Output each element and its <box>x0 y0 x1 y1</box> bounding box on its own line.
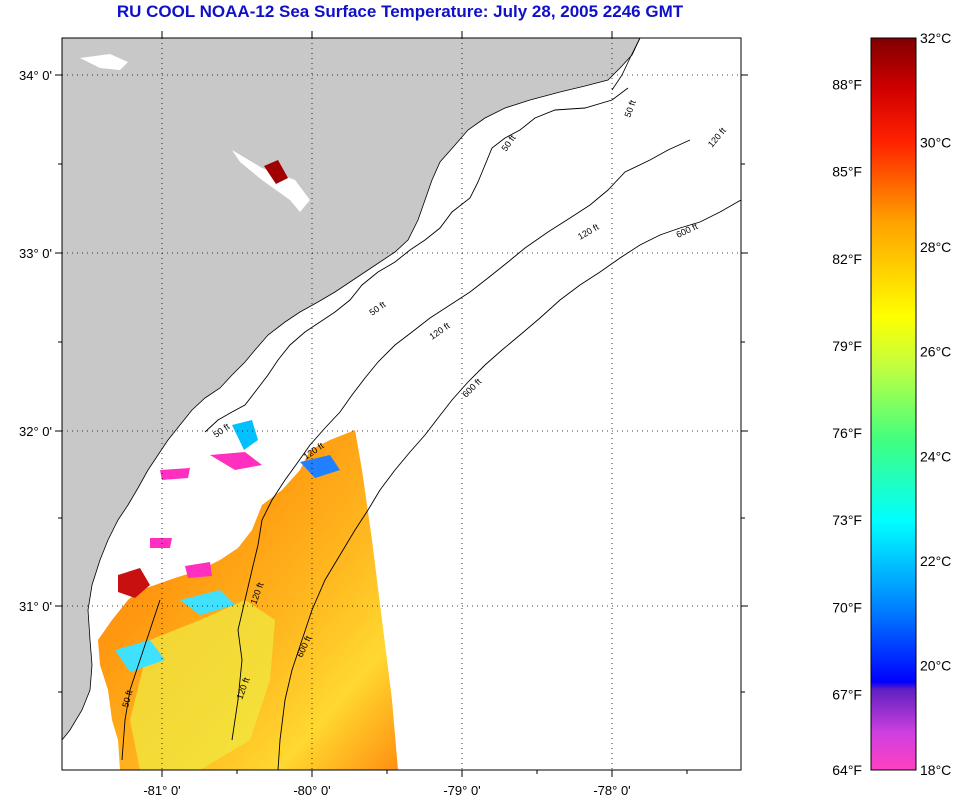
map-frame <box>61 37 742 771</box>
lat-label-34: 34° 0' <box>19 68 52 83</box>
lat-label-31: 31° 0' <box>19 599 52 614</box>
lon-label-79: -79° 0' <box>443 783 480 798</box>
contour-600ft <box>277 199 741 770</box>
sst-cool-band <box>130 600 275 770</box>
nodata-patch <box>80 54 128 70</box>
land-mass <box>62 38 641 741</box>
cool-spot <box>232 420 258 450</box>
gridlines <box>62 38 741 770</box>
warm-spot-inland <box>264 160 288 184</box>
cool-spot <box>115 640 165 672</box>
fahrenheit-label: 67°F <box>832 686 862 702</box>
cool-spot <box>300 455 340 478</box>
axis-ticks <box>55 31 748 777</box>
warm-spot <box>118 568 150 598</box>
celsius-label: 32°C <box>920 30 951 46</box>
celsius-label: 22°C <box>920 553 951 569</box>
lon-label-80: -80° 0' <box>293 783 330 798</box>
fahrenheit-label: 73°F <box>832 512 862 528</box>
lat-label-33: 33° 0' <box>19 246 52 261</box>
colorbar-fahrenheit-labels: 64°F 67°F 70°F 73°F 76°F 79°F 82°F 85°F 88°F <box>832 76 862 778</box>
colorbar <box>870 37 917 771</box>
fahrenheit-label: 88°F <box>832 76 862 92</box>
celsius-label: 26°C <box>920 344 951 360</box>
lon-label-78: -78° 0' <box>593 783 630 798</box>
celsius-label: 20°C <box>920 657 951 673</box>
contour-50ft <box>121 599 161 761</box>
fahrenheit-label: 70°F <box>832 599 862 615</box>
colorbar-celsius-labels: 18°C 20°C 22°C 24°C 26°C 28°C 30°C 32°C <box>920 30 951 778</box>
fahrenheit-label: 82°F <box>832 251 862 267</box>
cool-spot <box>180 590 235 615</box>
celsius-label: 18°C <box>920 762 951 778</box>
contour-label: 50 ft <box>120 689 134 709</box>
celsius-label: 28°C <box>920 239 951 255</box>
celsius-label: 24°C <box>920 448 951 464</box>
fahrenheit-label: 64°F <box>832 762 862 778</box>
fahrenheit-label: 76°F <box>832 425 862 441</box>
lon-label-81: -81° 0' <box>143 783 180 798</box>
contour-120ft <box>231 139 691 741</box>
barrier-island <box>611 38 641 91</box>
contour-50ft <box>204 87 629 433</box>
map-title: RU COOL NOAA-12 Sea Surface Temperature:… <box>116 2 684 21</box>
fahrenheit-label: 79°F <box>832 338 862 354</box>
nodata-patch <box>232 150 310 212</box>
fahrenheit-label: 85°F <box>832 164 862 180</box>
cool-spot <box>160 468 190 480</box>
cool-spot <box>185 562 212 578</box>
cool-spot <box>150 538 172 548</box>
cool-spot <box>210 452 262 470</box>
lat-label-32: 32° 0' <box>19 424 52 439</box>
celsius-label: 30°C <box>920 135 951 151</box>
